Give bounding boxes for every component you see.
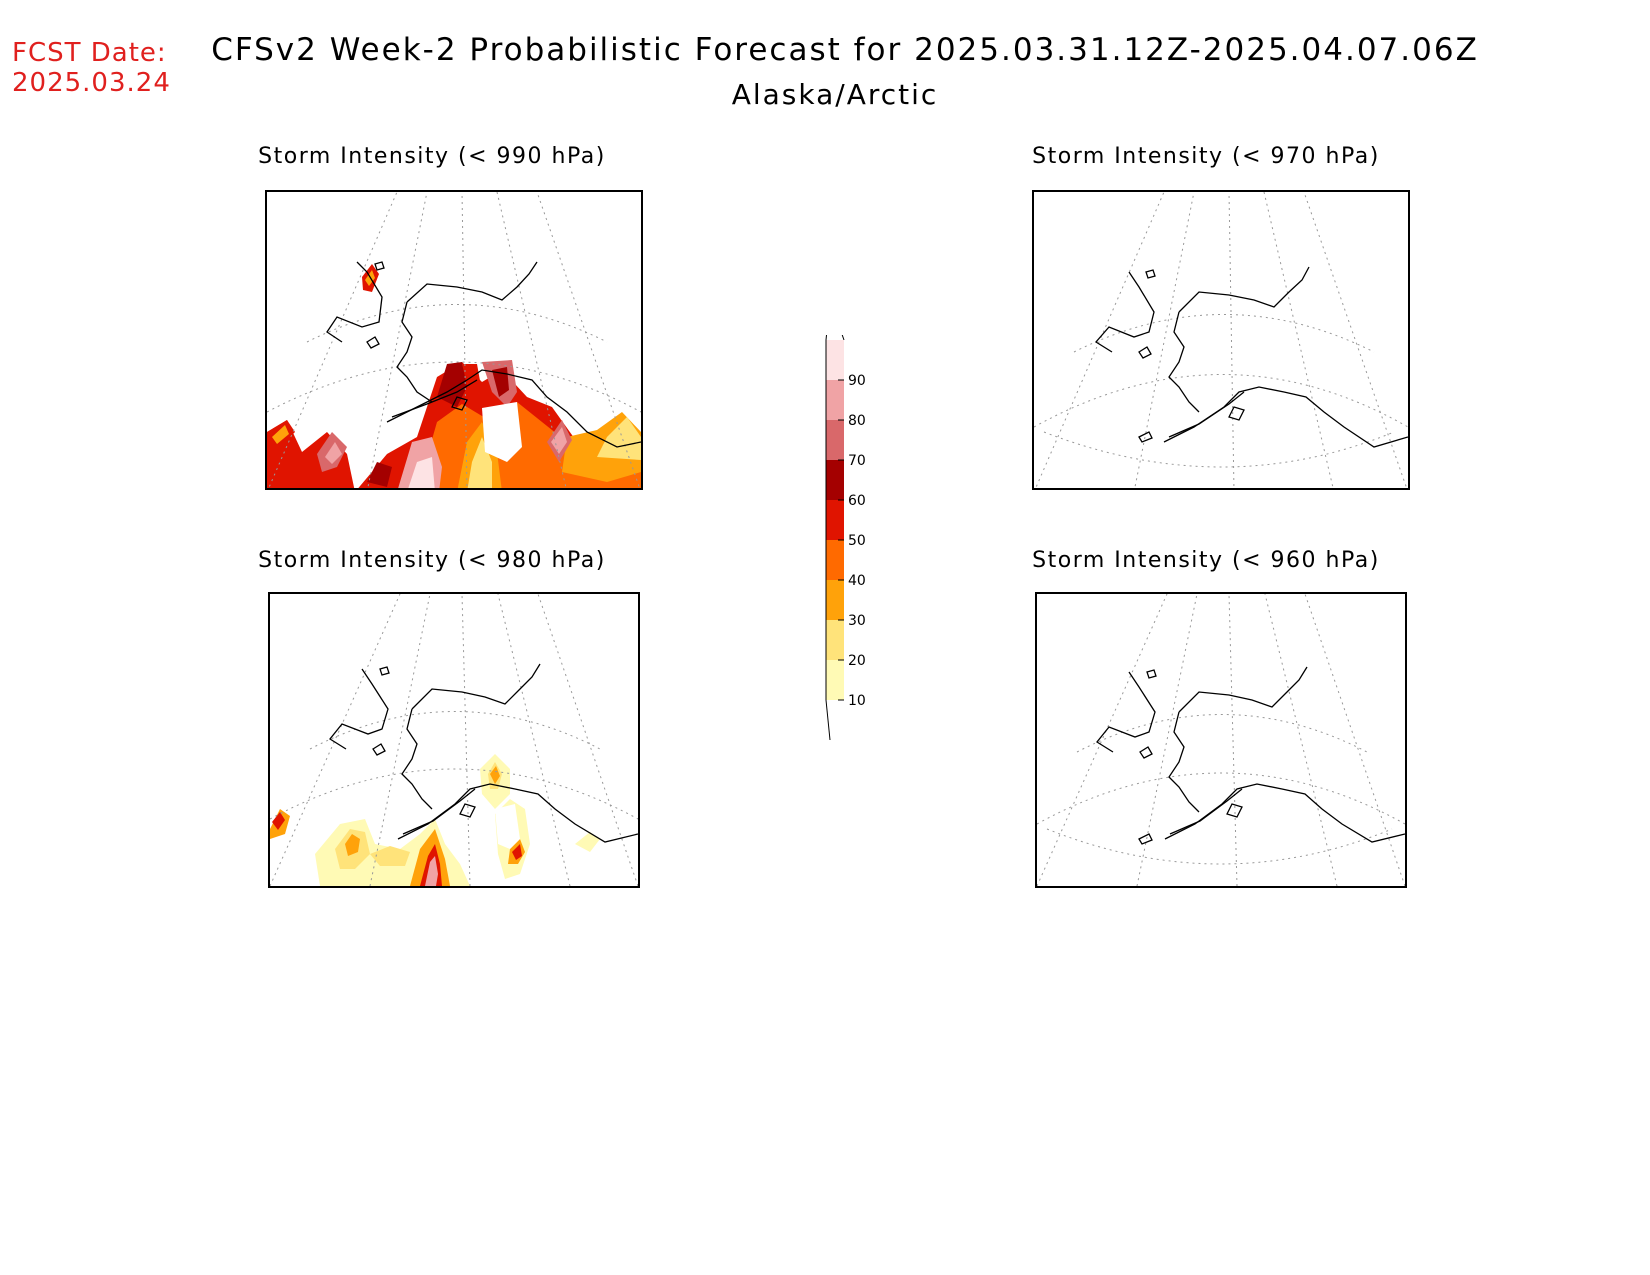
- panel-title-980: Storm Intensity (< 980 hPa): [258, 548, 606, 573]
- legend-label: 90: [848, 373, 866, 389]
- graticule-960: [1037, 594, 1405, 886]
- probability-fill-980: [270, 754, 600, 886]
- graticule-970: [1034, 192, 1408, 488]
- map-svg-970: [1034, 192, 1408, 488]
- panel-title-990: Storm Intensity (< 990 hPa): [258, 144, 606, 169]
- legend-swatch: [826, 580, 844, 620]
- legend-label: 70: [848, 453, 866, 469]
- legend-swatch: [826, 660, 844, 700]
- legend-swatch: [826, 420, 844, 460]
- legend-swatch: [826, 340, 844, 380]
- panel-title-970: Storm Intensity (< 970 hPa): [1032, 144, 1380, 169]
- legend-label: 10: [848, 693, 866, 709]
- legend-label: 80: [848, 413, 866, 429]
- legend-cap-top: [825, 335, 845, 341]
- forecast-date-value: 2025.03.24: [12, 68, 171, 98]
- coastline-980: [329, 663, 638, 843]
- legend-swatch: [826, 620, 844, 660]
- region-subtitle: Alaska/Arctic: [731, 78, 939, 111]
- legend-label: 60: [848, 493, 866, 509]
- legend-swatch: [826, 460, 844, 500]
- legend-label: 20: [848, 653, 866, 669]
- map-panel-990: [265, 190, 643, 490]
- graticule-980: [270, 594, 638, 886]
- page-title: CFSv2 Week-2 Probabilistic Forecast for …: [211, 32, 1479, 68]
- graticule-990: [267, 192, 641, 488]
- coastline-970: [1095, 266, 1408, 448]
- map-svg-990: [267, 192, 641, 488]
- legend-cap-bottom: [826, 700, 844, 740]
- map-svg-960: [1037, 594, 1405, 886]
- legend-label: 30: [848, 613, 866, 629]
- map-panel-970: [1032, 190, 1410, 490]
- legend-label: 40: [848, 573, 866, 589]
- map-panel-980: [268, 592, 640, 888]
- forecast-date-label: FCST Date:: [12, 38, 167, 68]
- legend-swatch: [826, 500, 844, 540]
- probability-fill-990: [267, 264, 641, 488]
- coastline-990: [326, 261, 641, 448]
- forecast-date-block: FCST Date: 2025.03.24: [12, 38, 171, 98]
- coastline-960: [1096, 666, 1405, 845]
- legend-swatch: [826, 380, 844, 420]
- panel-title-960: Storm Intensity (< 960 hPa): [1032, 548, 1380, 573]
- map-svg-980: [270, 594, 638, 886]
- legend-swatch: [826, 540, 844, 580]
- map-panel-960: [1035, 592, 1407, 888]
- legend-label: 50: [848, 533, 866, 549]
- color-legend: 10 20 30 40 50 60 70 80 90: [820, 335, 866, 745]
